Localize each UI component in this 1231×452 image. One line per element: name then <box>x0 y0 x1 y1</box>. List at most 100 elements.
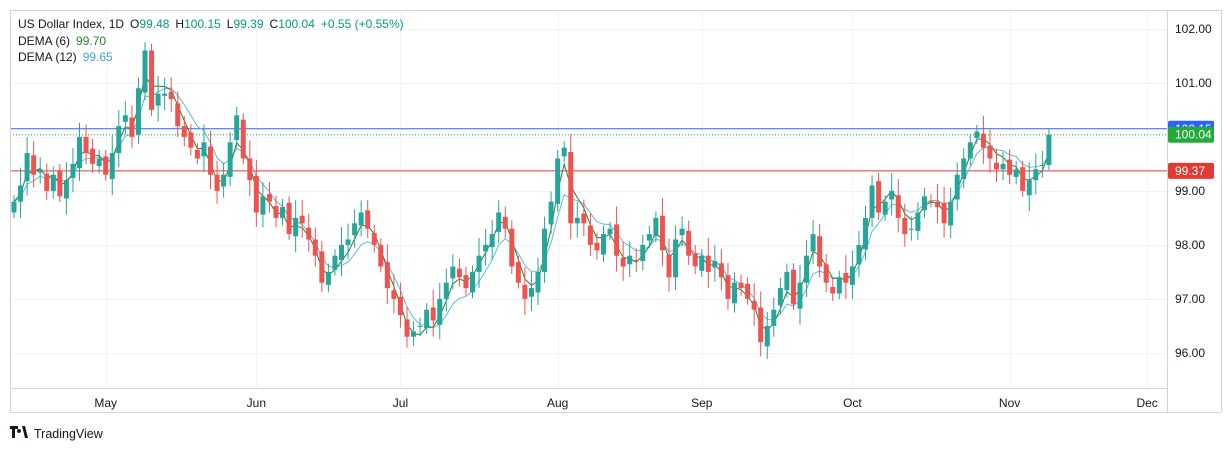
candle-down <box>614 206 620 272</box>
candle-down <box>686 220 692 265</box>
candle-up <box>221 162 227 198</box>
candle-body <box>555 158 561 204</box>
candle-down <box>391 274 397 314</box>
candle-down <box>214 160 220 204</box>
candle-up <box>332 249 338 276</box>
candle-down <box>823 254 829 292</box>
candle-up <box>411 321 417 346</box>
candle-up <box>1033 153 1039 195</box>
candle-body <box>738 282 744 289</box>
candle-body <box>823 264 829 283</box>
x-tick-label: Dec <box>1136 396 1157 410</box>
candle-up <box>810 220 816 265</box>
candle-body <box>332 255 338 270</box>
x-tick-label: Nov <box>999 396 1020 410</box>
candle-body <box>581 213 587 224</box>
candle-body <box>1046 134 1052 165</box>
candle-down <box>299 199 305 238</box>
candle-down <box>286 196 292 240</box>
candle-body <box>869 185 875 218</box>
candle-body <box>50 174 56 191</box>
candle-body <box>699 255 705 271</box>
candle-body <box>863 217 868 250</box>
candle-up <box>849 250 855 300</box>
close-label: C <box>269 17 279 31</box>
candle-body <box>430 307 436 321</box>
candle-down <box>208 130 213 190</box>
candle-down <box>843 255 849 299</box>
candle-body <box>659 215 665 251</box>
candle-up <box>856 230 862 277</box>
candle-body <box>640 244 646 262</box>
candle-up <box>954 162 960 211</box>
candle-up <box>967 133 973 167</box>
candle-down <box>31 141 37 188</box>
candle-up <box>732 272 737 313</box>
candle-up <box>574 201 580 238</box>
candle-up <box>882 195 888 221</box>
candle-up <box>424 303 430 334</box>
candle-body <box>941 202 947 224</box>
candle-down <box>994 148 999 182</box>
candle-body <box>987 145 993 159</box>
candle-body <box>77 136 82 169</box>
candle-body <box>293 217 299 237</box>
tradingview-brand[interactable]: TradingView <box>10 426 103 441</box>
candle-body <box>11 201 17 213</box>
candle-up <box>627 241 633 277</box>
change-value: +0.55 (+0.55%) <box>320 17 404 31</box>
x-tick-label: Jun <box>247 396 266 410</box>
candle-body <box>515 262 521 283</box>
candle-body <box>607 228 613 235</box>
candle-body <box>686 230 692 256</box>
candle-up <box>699 249 705 277</box>
candle-up <box>863 205 868 261</box>
candle-body <box>221 174 227 187</box>
price-tag-box <box>1168 126 1214 143</box>
candle-body <box>483 244 489 252</box>
price-tag-box <box>1168 162 1214 179</box>
candle-body <box>522 284 528 299</box>
candle-body <box>214 174 220 191</box>
candle-down <box>90 138 96 174</box>
candle-body <box>928 200 934 202</box>
candle-body <box>843 272 849 283</box>
dema6-row[interactable]: DEMA (6) 99.70 <box>18 33 404 50</box>
y-tick-label: 96.00 <box>1175 346 1205 360</box>
candle-body <box>548 201 554 225</box>
price-tag: 100.04 <box>1168 126 1214 143</box>
candle-body <box>732 282 737 304</box>
candle-body <box>470 271 475 293</box>
candle-body <box>561 147 567 157</box>
candle-up <box>50 166 56 199</box>
candle-body <box>129 117 135 137</box>
candle-down <box>751 283 757 326</box>
candle-body <box>797 282 803 309</box>
candle-down <box>456 258 462 287</box>
candle-down <box>103 149 109 181</box>
candle-down <box>188 124 194 156</box>
candle-body <box>810 234 816 252</box>
close-value: 100.04 <box>278 17 315 31</box>
candle-down <box>515 255 521 289</box>
candle-down <box>633 247 639 273</box>
candle-body <box>712 261 718 268</box>
candle-up <box>673 225 679 290</box>
candle-body <box>234 115 240 141</box>
candle-body <box>935 201 941 208</box>
candle-body <box>319 251 325 283</box>
candle-body <box>391 290 397 299</box>
candle-body <box>37 169 43 173</box>
candle-up <box>443 268 449 312</box>
candle-up <box>63 162 69 215</box>
candle-body <box>1000 163 1006 170</box>
dema12-row[interactable]: DEMA (12) 99.65 <box>18 49 404 66</box>
candle-up <box>345 223 351 260</box>
candle-up <box>548 191 554 234</box>
candle-down <box>587 213 593 256</box>
candle-body <box>397 296 403 316</box>
candle-body <box>266 194 272 202</box>
x-tick-label: May <box>94 396 117 410</box>
